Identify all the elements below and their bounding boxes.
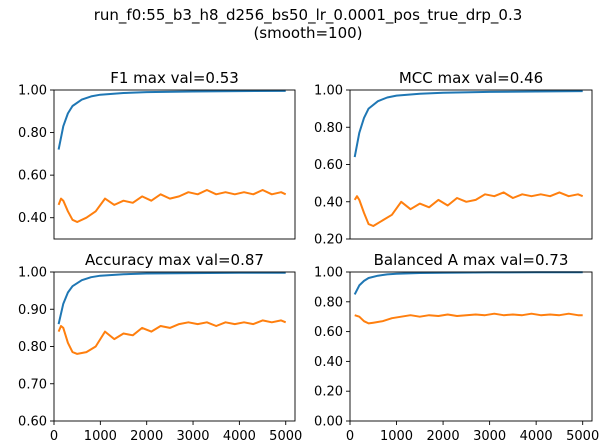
y-tick-label: 0.80 bbox=[18, 340, 47, 355]
axes-frame bbox=[53, 271, 296, 422]
x-tick-label: 4000 bbox=[520, 429, 553, 444]
x-tick-label: 0 bbox=[346, 429, 354, 444]
y-tick-label: 0.40 bbox=[18, 211, 47, 226]
y-tick-label: 1.00 bbox=[18, 84, 47, 99]
subplot-title: Accuracy max val=0.87 bbox=[85, 251, 264, 269]
subplot-1: F1 max val=0.53 0.40 0.60 0.80 1.00 bbox=[18, 69, 296, 240]
series-line-2 bbox=[57, 189, 287, 223]
subplot-3: Accuracy max val=0.87 0.60 0.70 0.80 0.90 1.0… bbox=[18, 251, 302, 444]
series-line-2 bbox=[353, 191, 584, 227]
x-tick-label: 1000 bbox=[380, 429, 413, 444]
y-tick-label: 0.80 bbox=[314, 295, 343, 310]
y-tick-label: 0.60 bbox=[314, 158, 343, 173]
y-tick-label: 0.20 bbox=[314, 385, 343, 400]
subplot-4: Balanced A max val=0.73 0.00 0.20 0.40 0.60 0… bbox=[314, 251, 599, 444]
x-tick-label: 2000 bbox=[427, 429, 460, 444]
y-tick-label: 0.20 bbox=[314, 233, 343, 248]
y-tick-label: 0.60 bbox=[18, 169, 47, 184]
figure-title: run_f0:55_b3_h8_d256_bs50_lr_0.0001_pos_… bbox=[0, 6, 616, 42]
y-tick-label: 1.00 bbox=[314, 266, 343, 281]
y-tick-label: 0.60 bbox=[18, 415, 47, 430]
axes-frame bbox=[349, 89, 593, 240]
series-line-2 bbox=[354, 312, 583, 325]
y-tick-label: 0.00 bbox=[314, 415, 343, 430]
subplot-title: Balanced A max val=0.73 bbox=[374, 251, 569, 269]
y-tick-label: 0.40 bbox=[314, 195, 343, 210]
y-tick-label: 1.00 bbox=[314, 84, 343, 99]
subplot-2: MCC max val=0.46 0.20 0.40 0.60 0.80 1.00 bbox=[314, 69, 593, 248]
x-tick-label: 2000 bbox=[130, 429, 163, 444]
axes-frame bbox=[53, 89, 296, 240]
x-tick-label: 3000 bbox=[473, 429, 506, 444]
series-line-1 bbox=[57, 89, 286, 150]
series-line-1 bbox=[57, 271, 286, 325]
y-tick-label: 0.90 bbox=[18, 303, 47, 318]
x-tick-label: 0 bbox=[50, 429, 58, 444]
figure-title-line1: run_f0:55_b3_h8_d256_bs50_lr_0.0001_pos_… bbox=[93, 6, 523, 24]
y-tick-label: 0.70 bbox=[18, 377, 47, 392]
series-line-2 bbox=[57, 319, 287, 355]
series-line-1 bbox=[353, 90, 583, 158]
x-tick-label: 5000 bbox=[269, 429, 302, 444]
y-tick-label: 1.00 bbox=[18, 266, 47, 281]
x-tick-label: 5000 bbox=[566, 429, 599, 444]
y-tick-label: 0.60 bbox=[314, 325, 343, 340]
subplot-title: MCC max val=0.46 bbox=[399, 69, 543, 87]
series-line-1 bbox=[353, 271, 583, 295]
subplot-title: F1 max val=0.53 bbox=[110, 69, 239, 87]
x-tick-label: 1000 bbox=[84, 429, 117, 444]
axes-frame bbox=[349, 271, 593, 422]
x-tick-label: 3000 bbox=[176, 429, 209, 444]
y-tick-label: 0.40 bbox=[314, 355, 343, 370]
figure-title-line2: (smooth=100) bbox=[253, 24, 363, 42]
y-tick-label: 0.80 bbox=[314, 121, 343, 136]
y-tick-label: 0.80 bbox=[18, 126, 47, 141]
x-tick-label: 4000 bbox=[223, 429, 256, 444]
